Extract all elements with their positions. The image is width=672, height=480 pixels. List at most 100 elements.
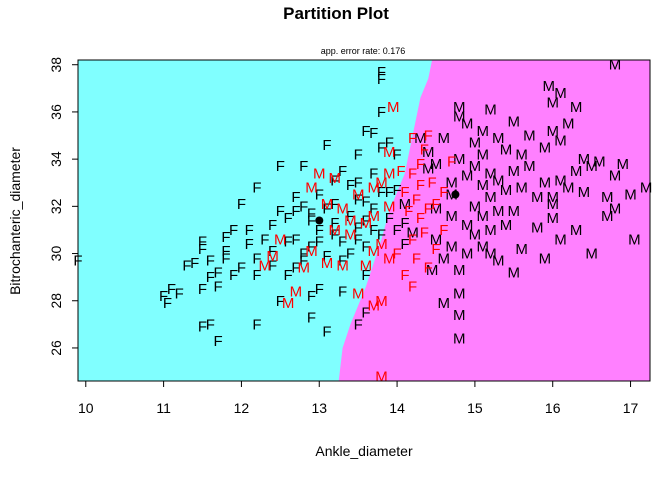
group-means bbox=[315, 190, 460, 225]
point-f: F bbox=[338, 253, 347, 270]
point-m: M bbox=[562, 116, 575, 133]
point-m: M bbox=[570, 222, 583, 239]
point-f: F bbox=[369, 165, 378, 182]
point-f: F bbox=[276, 158, 285, 175]
point-f: F bbox=[221, 243, 230, 260]
point-f-misclassified: F bbox=[416, 156, 425, 173]
point-f-misclassified: F bbox=[424, 201, 433, 218]
point-f: F bbox=[268, 243, 277, 260]
point-f: F bbox=[377, 104, 386, 121]
point-m: M bbox=[570, 99, 583, 116]
point-m: M bbox=[430, 231, 443, 248]
point-f: F bbox=[322, 248, 331, 265]
point-f: F bbox=[299, 246, 308, 263]
point-m-misclassified: M bbox=[367, 298, 380, 315]
y-tick-label: 36 bbox=[48, 104, 64, 120]
point-f: F bbox=[299, 198, 308, 215]
point-m: M bbox=[445, 175, 458, 192]
point-m: M bbox=[578, 184, 591, 201]
point-f: F bbox=[229, 267, 238, 284]
point-f: F bbox=[354, 175, 363, 192]
y-tick-label: 28 bbox=[48, 293, 64, 309]
point-f: F bbox=[330, 172, 339, 189]
point-m: M bbox=[554, 172, 567, 189]
point-f-misclassified: F bbox=[420, 142, 429, 159]
point-m-misclassified: M bbox=[383, 165, 396, 182]
point-f-misclassified: F bbox=[447, 154, 456, 171]
point-m: M bbox=[484, 189, 497, 206]
point-f: F bbox=[206, 253, 215, 270]
point-f: F bbox=[291, 189, 300, 206]
point-f: F bbox=[377, 71, 386, 88]
point-m: M bbox=[531, 220, 544, 237]
point-m-misclassified: M bbox=[360, 257, 373, 274]
y-tick-label: 32 bbox=[48, 198, 64, 214]
point-m: M bbox=[476, 208, 489, 225]
point-m: M bbox=[476, 123, 489, 140]
point-m: M bbox=[539, 250, 552, 267]
x-tick-label: 12 bbox=[234, 400, 250, 416]
point-f: F bbox=[198, 241, 207, 258]
point-f-misclassified: F bbox=[424, 128, 433, 145]
point-m: M bbox=[492, 253, 505, 270]
point-m: M bbox=[508, 203, 521, 220]
point-m: M bbox=[453, 331, 466, 348]
point-m: M bbox=[585, 158, 598, 175]
point-f-misclassified: F bbox=[428, 175, 437, 192]
point-m-misclassified: M bbox=[375, 293, 388, 310]
point-m-misclassified: M bbox=[375, 368, 388, 385]
point-m: M bbox=[546, 210, 559, 227]
point-f: F bbox=[252, 316, 261, 333]
point-m: M bbox=[523, 158, 536, 175]
point-m: M bbox=[476, 177, 489, 194]
point-f: F bbox=[291, 231, 300, 248]
point-m: M bbox=[461, 116, 474, 133]
point-m-misclassified: M bbox=[387, 99, 400, 116]
point-f: F bbox=[221, 250, 230, 267]
point-f: F bbox=[315, 222, 324, 239]
point-m: M bbox=[445, 208, 458, 225]
point-m: M bbox=[422, 144, 435, 161]
point-m-misclassified: M bbox=[321, 255, 334, 272]
point-m: M bbox=[453, 99, 466, 116]
point-m: M bbox=[399, 196, 412, 213]
point-f: F bbox=[198, 234, 207, 251]
point-f: F bbox=[276, 293, 285, 310]
point-m-misclassified: M bbox=[383, 198, 396, 215]
point-f: F bbox=[377, 227, 386, 244]
point-f: F bbox=[361, 305, 370, 322]
point-f: F bbox=[346, 177, 355, 194]
point-m: M bbox=[453, 109, 466, 126]
point-m: M bbox=[461, 217, 474, 234]
point-m: M bbox=[484, 165, 497, 182]
point-m: M bbox=[640, 180, 653, 197]
point-f: F bbox=[400, 236, 409, 253]
point-f: F bbox=[307, 288, 316, 305]
point-f: F bbox=[206, 269, 215, 286]
point-m-misclassified: M bbox=[329, 170, 342, 187]
point-f: F bbox=[322, 137, 331, 154]
point-m: M bbox=[554, 85, 567, 102]
x-tick-label: 15 bbox=[467, 400, 483, 416]
point-f-misclassified: F bbox=[400, 184, 409, 201]
point-f: F bbox=[354, 146, 363, 163]
point-f: F bbox=[385, 184, 394, 201]
point-m-misclassified: M bbox=[367, 243, 380, 260]
x-tick-label: 16 bbox=[545, 400, 561, 416]
point-m: M bbox=[414, 130, 427, 147]
point-m: M bbox=[492, 172, 505, 189]
point-f-misclassified: F bbox=[412, 191, 421, 208]
point-m: M bbox=[422, 161, 435, 178]
point-f: F bbox=[338, 283, 347, 300]
point-m-misclassified: M bbox=[321, 196, 334, 213]
point-m: M bbox=[546, 196, 559, 213]
point-f-misclassified: F bbox=[408, 231, 417, 248]
point-f: F bbox=[268, 217, 277, 234]
point-f: F bbox=[377, 64, 386, 81]
point-m-misclassified: M bbox=[375, 175, 388, 192]
point-m-misclassified: M bbox=[360, 215, 373, 232]
point-m: M bbox=[492, 203, 505, 220]
point-f: F bbox=[361, 194, 370, 211]
point-m: M bbox=[492, 130, 505, 147]
point-m: M bbox=[624, 187, 637, 204]
